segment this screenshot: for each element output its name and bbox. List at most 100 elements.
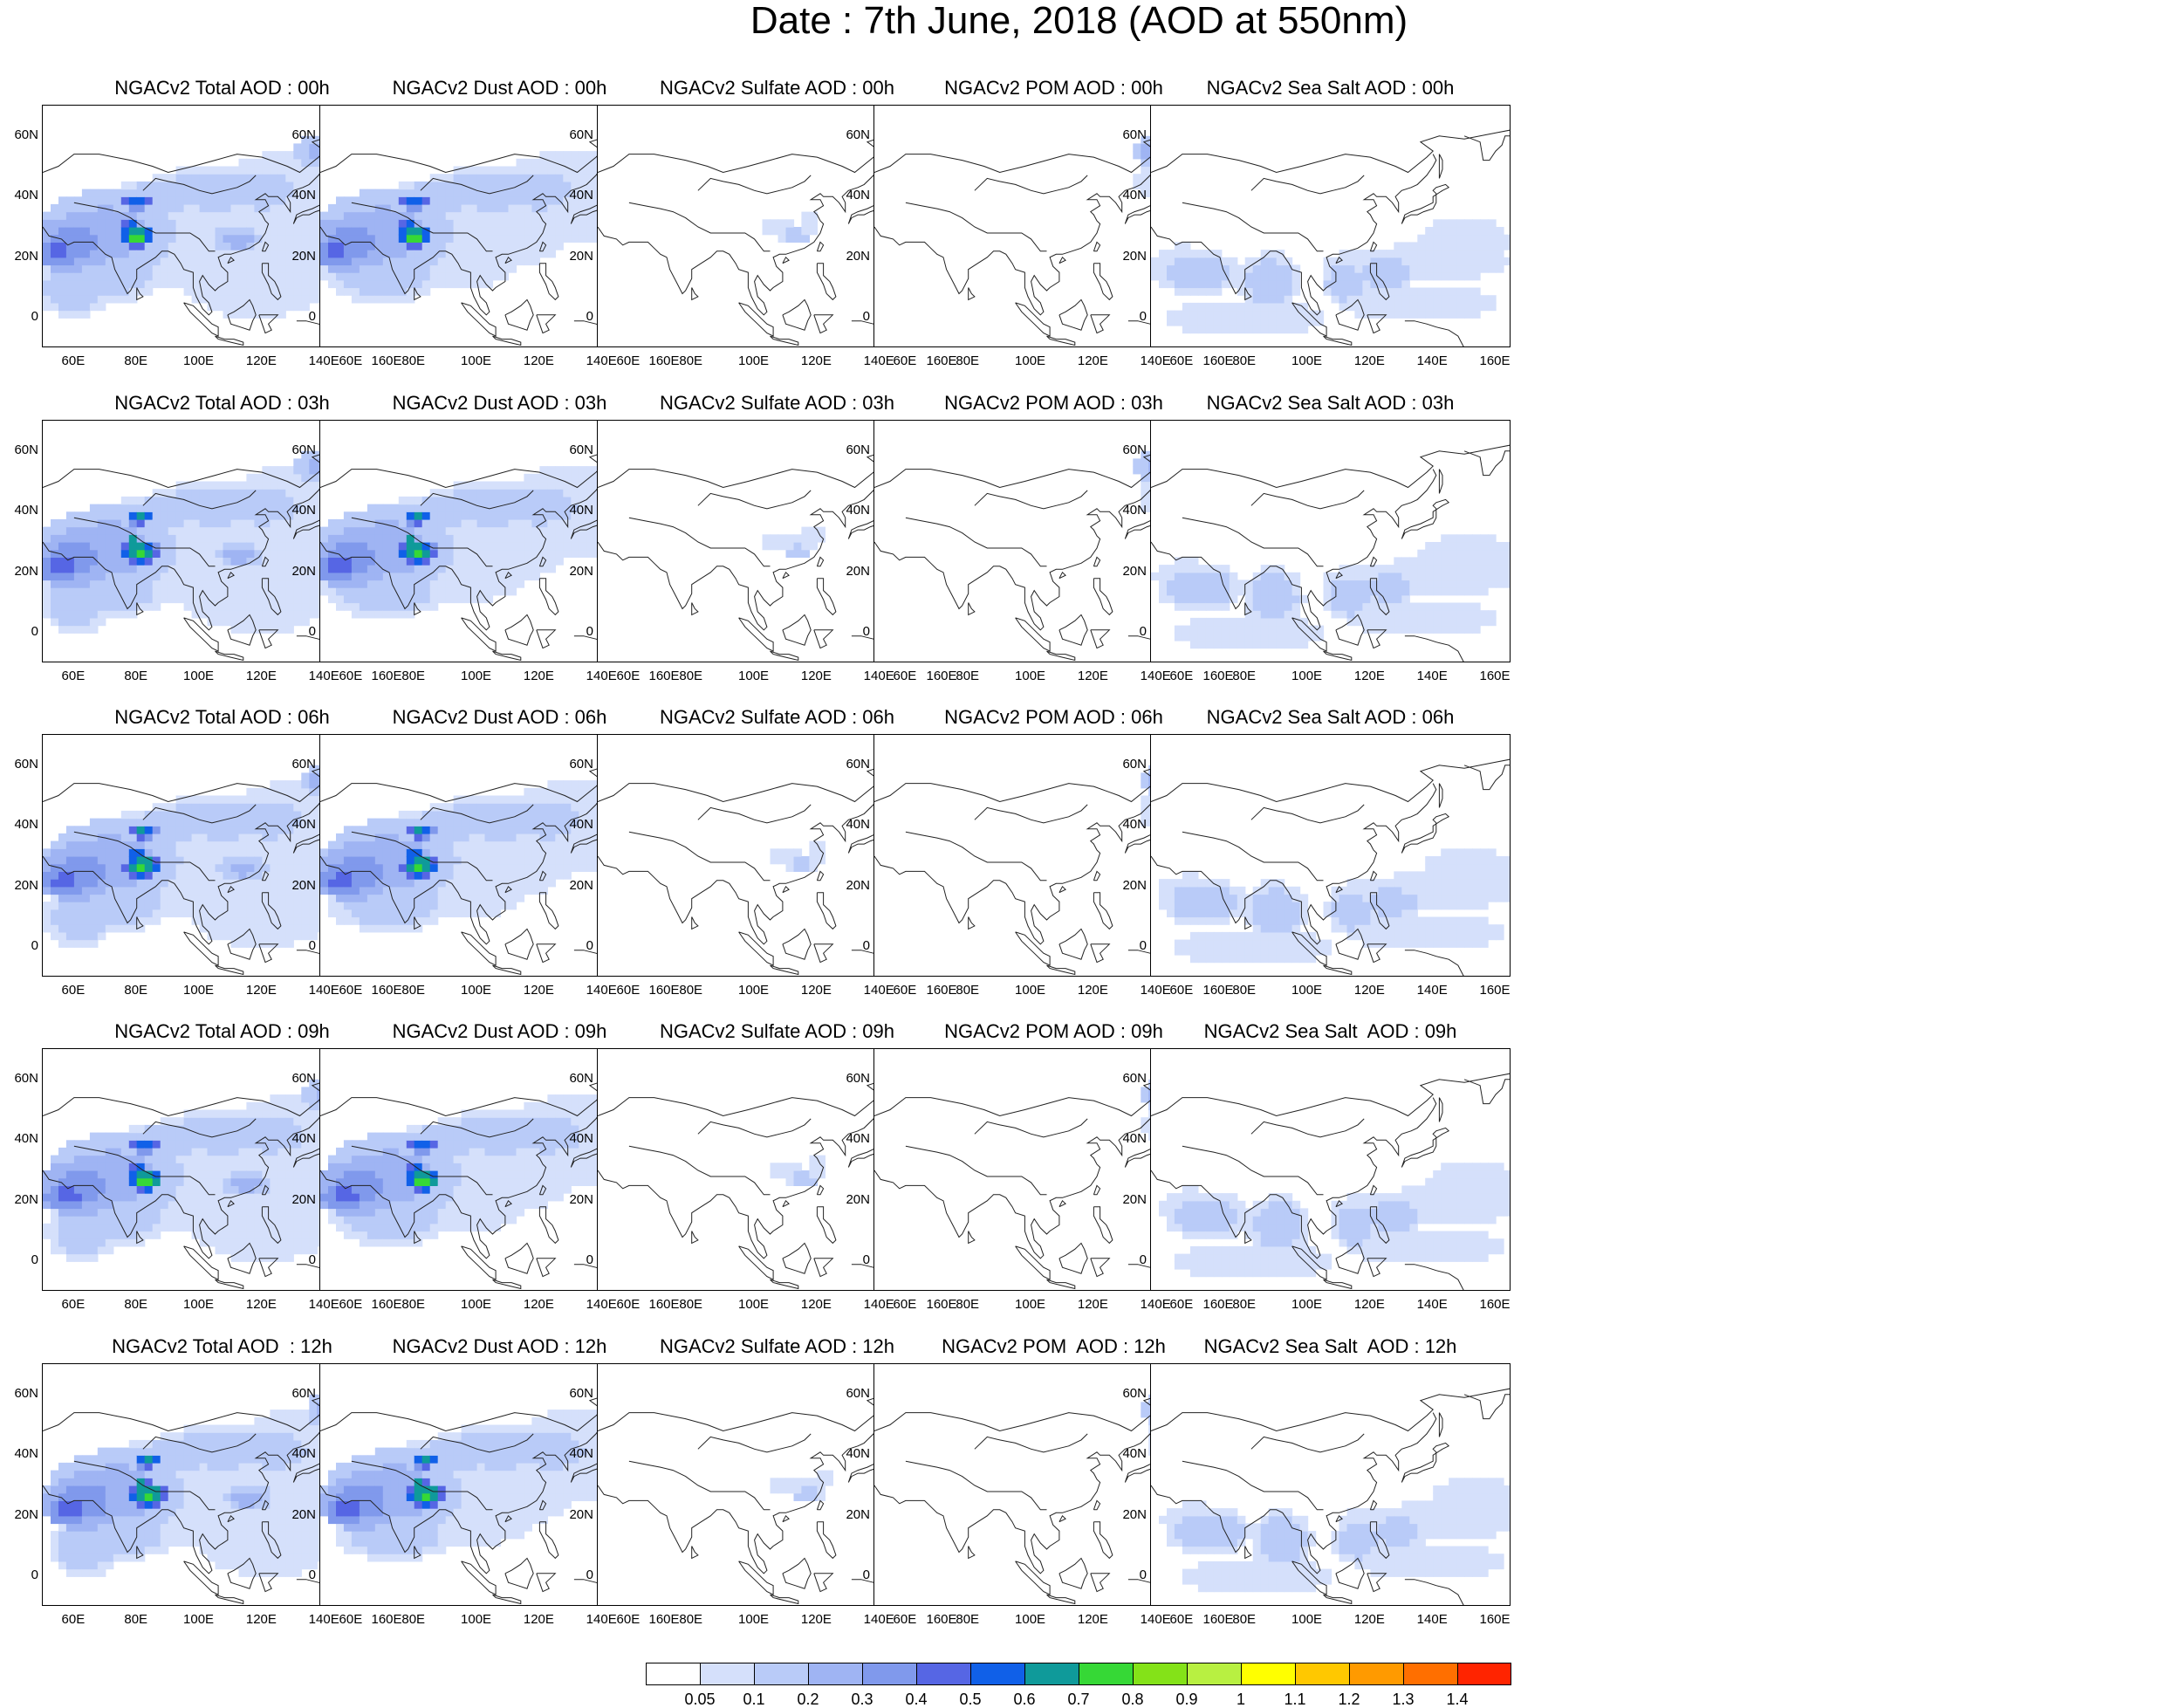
aod-cell xyxy=(446,595,455,603)
aod-cell xyxy=(375,196,384,204)
aod-cell xyxy=(1175,573,1183,580)
aod-cell xyxy=(367,924,376,932)
aod-cell xyxy=(1292,610,1301,618)
aod-cell xyxy=(98,189,106,197)
aod-cell xyxy=(74,250,83,257)
aod-cell xyxy=(375,504,384,512)
aod-cell xyxy=(262,527,271,535)
aod-cell xyxy=(216,618,224,626)
aod-cell xyxy=(1182,280,1191,288)
aod-cell xyxy=(375,257,384,265)
aod-cell xyxy=(1222,280,1230,288)
aod-cell xyxy=(1253,626,1262,634)
aod-cell xyxy=(794,534,803,542)
aod-cell xyxy=(383,212,392,220)
aod-cell xyxy=(524,474,532,482)
aod-cell xyxy=(1409,565,1418,573)
aod-cell xyxy=(200,894,209,902)
aod-cell xyxy=(517,527,525,535)
aod-cell xyxy=(90,527,99,535)
y-tick-label: 60N xyxy=(558,128,593,142)
aod-cell xyxy=(74,856,83,864)
aod-cell xyxy=(1253,303,1262,311)
aod-cell xyxy=(1285,587,1293,595)
aod-cell xyxy=(1472,264,1481,272)
aod-cell xyxy=(223,833,232,841)
aod-cell xyxy=(1332,295,1340,303)
aod-cell xyxy=(176,196,185,204)
aod-cell xyxy=(121,826,130,833)
aod-cell xyxy=(66,932,75,940)
aod-cell xyxy=(43,295,51,303)
aod-cell xyxy=(531,242,540,250)
aod-cell xyxy=(137,550,146,558)
aod-cell xyxy=(1292,318,1301,326)
aod-cell xyxy=(98,887,106,895)
aod-cell xyxy=(254,879,263,887)
aod-cell xyxy=(462,219,470,227)
aod-cell xyxy=(262,264,271,272)
aod-cell xyxy=(176,519,185,527)
aod-cell xyxy=(485,204,494,212)
aod-cell xyxy=(1182,257,1191,265)
aod-cell xyxy=(383,519,392,527)
aod-cell xyxy=(106,833,114,841)
aod-cell xyxy=(539,212,548,220)
aod-cell xyxy=(501,174,510,182)
aod-cell xyxy=(509,482,517,490)
aod-cell xyxy=(454,272,462,280)
aod-cell xyxy=(367,902,376,909)
aod-cell xyxy=(399,871,408,879)
aod-cell xyxy=(1441,311,1449,319)
aod-cell xyxy=(98,924,106,932)
aod-cell xyxy=(794,235,803,243)
aod-cell xyxy=(328,879,337,887)
aod-cell xyxy=(106,587,114,595)
aod-cell xyxy=(352,204,360,212)
aod-cell xyxy=(375,909,384,917)
aod-cell xyxy=(485,534,494,542)
aod-cell xyxy=(493,557,502,565)
aod-cell xyxy=(446,280,455,288)
aod-cell xyxy=(129,550,138,558)
aod-cell xyxy=(422,288,431,296)
aod-cell xyxy=(231,227,240,235)
aod-cell xyxy=(192,227,201,235)
aod-cell xyxy=(1214,580,1223,587)
aod-cell xyxy=(192,242,201,250)
aod-cell xyxy=(176,212,185,220)
aod-cell xyxy=(254,250,263,257)
aod-cell xyxy=(113,542,122,550)
aod-cell xyxy=(344,826,353,833)
y-tick-label: 60N xyxy=(3,443,38,457)
aod-cell xyxy=(1261,326,1270,333)
aod-cell xyxy=(200,573,209,580)
aod-cell xyxy=(231,264,240,272)
aod-cell xyxy=(462,196,470,204)
aod-cell xyxy=(477,182,486,189)
aod-cell xyxy=(344,219,353,227)
aod-cell xyxy=(1480,264,1489,272)
aod-cell xyxy=(43,550,51,558)
aod-cell xyxy=(375,894,384,902)
aod-cell xyxy=(200,610,209,618)
aod-cell xyxy=(98,848,106,856)
aod-cell xyxy=(485,482,494,490)
aod-cell xyxy=(216,482,224,490)
aod-cell xyxy=(137,196,146,204)
aod-cell xyxy=(375,856,384,864)
aod-cell xyxy=(145,272,154,280)
aod-cell xyxy=(1347,610,1356,618)
aod-cell xyxy=(1449,311,1457,319)
aod-cell xyxy=(446,242,455,250)
aod-cell xyxy=(524,565,532,573)
aod-cell xyxy=(391,871,400,879)
aod-cell xyxy=(161,542,169,550)
aod-cell xyxy=(90,841,99,849)
aod-cell xyxy=(1159,580,1168,587)
aod-cell xyxy=(501,235,510,243)
aod-cell xyxy=(1362,565,1371,573)
aod-cell xyxy=(375,826,384,833)
aod-cell xyxy=(121,511,130,519)
x-tick-label: 60E xyxy=(47,354,99,368)
